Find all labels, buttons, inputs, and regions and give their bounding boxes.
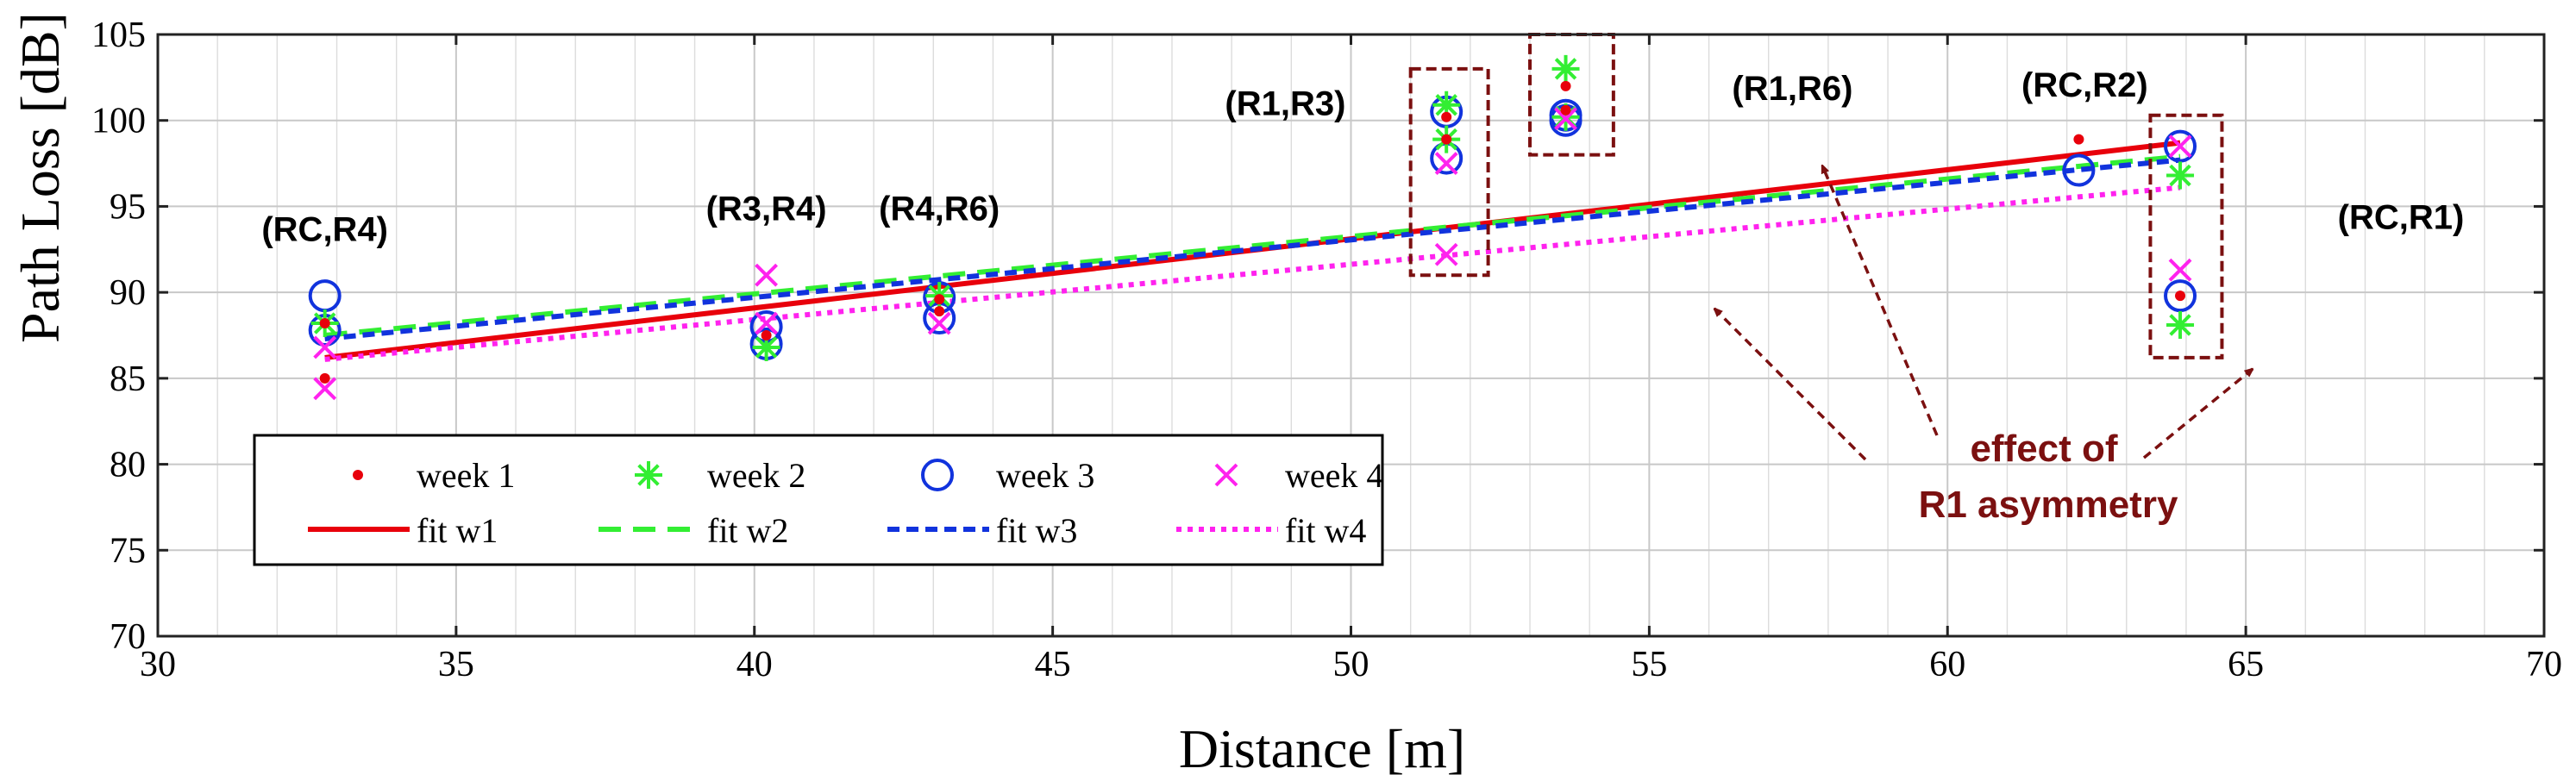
data-point <box>308 279 342 313</box>
annotation-box <box>2148 113 2224 359</box>
x-tick-label: 55 <box>1631 645 1667 684</box>
legend-label: week 3 <box>996 456 1094 495</box>
x-axis-title: Distance [m] <box>1179 718 1465 779</box>
data-point <box>2166 161 2195 190</box>
legend-label: fit w1 <box>417 511 498 550</box>
legend-marker <box>1214 463 1238 487</box>
pair-label: (R1,R3) <box>1225 85 1345 123</box>
data-point <box>1432 91 1461 119</box>
axes-frame-layer <box>156 33 2546 638</box>
series-week-1 <box>319 80 2186 384</box>
data-point <box>2073 134 2084 145</box>
annotation-arrow <box>2142 369 2253 459</box>
pair-label: (RC,R4) <box>261 210 388 248</box>
data-point <box>1560 104 1571 116</box>
grid-layer <box>158 34 2544 636</box>
data-point <box>1551 54 1580 83</box>
tick-labels-layer: 30 35 40 45 50 55 60 65 70 70 75 80 85 90 95 100 105 <box>91 16 2562 684</box>
y-tick-label: 75 <box>110 531 146 571</box>
data-point <box>1560 80 1571 91</box>
pair-label: (R3,R4) <box>706 190 827 228</box>
fit-line-fit-w4 <box>324 184 2181 362</box>
annotation-box <box>1408 66 1490 278</box>
data-point <box>319 372 330 384</box>
x-tick-label: 65 <box>2228 645 2264 684</box>
pair-label: (RC,R2) <box>2021 66 2148 104</box>
data-point <box>1441 134 1452 145</box>
legend-label: fit w2 <box>707 511 788 550</box>
x-tick-label: 40 <box>736 645 773 684</box>
y-tick-label: 95 <box>110 187 146 227</box>
annotation-arrow <box>1821 166 1939 436</box>
fit-line-fit-w3 <box>324 157 2181 341</box>
annotation-box <box>1528 33 1615 157</box>
series-week-4 <box>313 107 2192 401</box>
data-point <box>934 306 945 317</box>
legend-label: fit w3 <box>996 511 1077 550</box>
y-tick-label: 85 <box>110 359 146 399</box>
y-tick-label: 105 <box>91 16 146 55</box>
pair-label: (R1,R6) <box>1732 70 1852 108</box>
annotation-text-line-1: effect of <box>1970 428 2117 470</box>
pair-label: (RC,R1) <box>2338 198 2465 236</box>
fit-lines-layer <box>324 140 2181 362</box>
data-point <box>313 335 337 359</box>
y-tick-label: 70 <box>110 617 146 657</box>
legend-box <box>253 434 1384 566</box>
data-point <box>934 294 945 305</box>
x-tick-label: 60 <box>1929 645 1965 684</box>
x-tick-label: 70 <box>2526 645 2562 684</box>
data-point <box>2166 311 2195 340</box>
data-point <box>2164 279 2197 313</box>
legend-label: week 2 <box>707 456 805 495</box>
legend-label: fit w4 <box>1285 511 1366 550</box>
legend-label: week 4 <box>1285 456 1383 495</box>
data-point <box>2168 258 2192 282</box>
data-point <box>2062 153 2096 187</box>
pair-label: (R4,R6) <box>879 190 1000 228</box>
data-point <box>319 318 330 329</box>
annotation-text-line-2: R1 asymmetry <box>1919 484 2178 526</box>
data-point <box>761 330 772 341</box>
data-point <box>1441 111 1452 122</box>
data-point <box>313 377 337 401</box>
legend-label: week 1 <box>417 456 515 495</box>
data-point <box>2168 134 2192 159</box>
x-tick-label: 35 <box>438 645 474 684</box>
data-points-layer <box>308 54 2197 401</box>
fit-line-fit-w2 <box>324 153 2181 338</box>
legend-marker <box>921 459 954 491</box>
legend-marker <box>353 470 363 480</box>
data-point <box>2164 129 2197 163</box>
x-tick-label: 30 <box>140 645 176 684</box>
pair-labels-layer: (RC,R4) (R3,R4) (R4,R6) (R1,R3) (R1,R6) (RC,R… <box>261 66 2464 249</box>
y-tick-label: 80 <box>110 446 146 485</box>
data-point <box>755 263 778 287</box>
legend: week 1 week 2 week 3 week 4 fit w1 fit w2 fit … <box>253 434 1384 566</box>
data-point <box>927 311 951 335</box>
annotation-layer <box>1408 33 2253 461</box>
series-week-3 <box>308 95 2197 360</box>
y-tick-label: 90 <box>110 273 146 313</box>
y-axis-title: Path Loss [dB] <box>9 12 71 343</box>
x-tick-label: 45 <box>1035 645 1071 684</box>
data-point <box>1434 242 1458 266</box>
x-tick-label: 50 <box>1333 645 1369 684</box>
data-point <box>2175 291 2186 302</box>
data-point <box>1554 107 1577 131</box>
legend-marker <box>635 461 662 489</box>
annotation-arrow <box>1714 309 1867 461</box>
y-tick-label: 100 <box>91 102 146 141</box>
data-point <box>752 333 780 361</box>
data-point <box>1434 152 1458 175</box>
data-point <box>755 311 778 335</box>
